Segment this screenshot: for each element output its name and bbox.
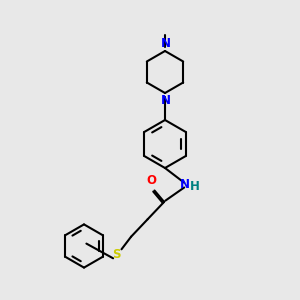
Text: H: H [190, 180, 200, 193]
Text: O: O [146, 175, 156, 188]
Text: S: S [112, 248, 121, 261]
Text: N: N [180, 178, 190, 191]
Text: N: N [160, 37, 171, 50]
Text: N: N [160, 94, 171, 107]
